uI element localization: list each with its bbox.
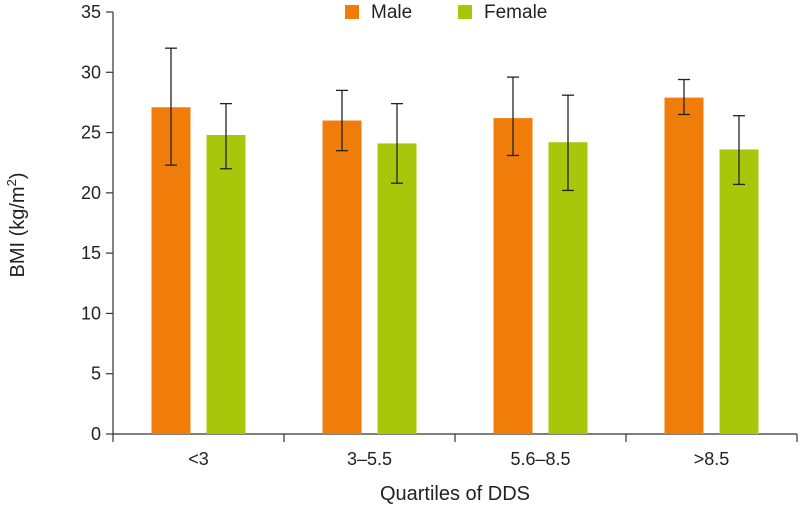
bar-female-0 — [206, 134, 246, 435]
y-tick-label: 25 — [81, 123, 101, 143]
y-axis-title-close: ) — [7, 172, 29, 179]
y-tick-label: 30 — [81, 62, 101, 82]
y-tick-label: 5 — [91, 364, 101, 384]
y-tick-label: 15 — [81, 243, 101, 263]
legend-swatch-male — [345, 5, 359, 19]
bar-male-2 — [493, 118, 533, 435]
y-tick-label: 35 — [81, 2, 101, 22]
legend: Male Female — [345, 2, 547, 23]
y-axis-title-superscript: 2 — [4, 179, 19, 186]
bar-male-3 — [664, 97, 704, 434]
error-bars — [165, 47, 745, 192]
x-tick-label: >8.5 — [694, 449, 730, 469]
bar-female-3 — [719, 149, 759, 435]
legend-label-female: Female — [484, 2, 547, 23]
y-tick-label: 20 — [81, 183, 101, 203]
x-axis-title: Quartiles of DDS — [380, 483, 530, 505]
x-tick-label: 5.6–8.5 — [510, 449, 570, 469]
x-tick-label: 3–5.5 — [347, 449, 392, 469]
bar-male-1 — [322, 120, 362, 434]
y-tick-label: 10 — [81, 303, 101, 323]
y-tick-label: 0 — [91, 424, 101, 444]
x-ticks: <3 3–5.5 5.6–8.5 >8.5 — [112, 434, 798, 469]
y-ticks: 0 5 10 15 20 25 30 35 — [81, 2, 113, 444]
y-axis-title: BMI (kg/m2) — [4, 172, 29, 277]
x-tick-label: <3 — [188, 449, 209, 469]
bar-female-1 — [377, 143, 417, 434]
legend-swatch-female — [458, 5, 472, 19]
legend-label-male: Male — [371, 2, 412, 23]
bars — [151, 97, 759, 435]
y-axis-title-main: BMI (kg/m — [7, 186, 29, 277]
